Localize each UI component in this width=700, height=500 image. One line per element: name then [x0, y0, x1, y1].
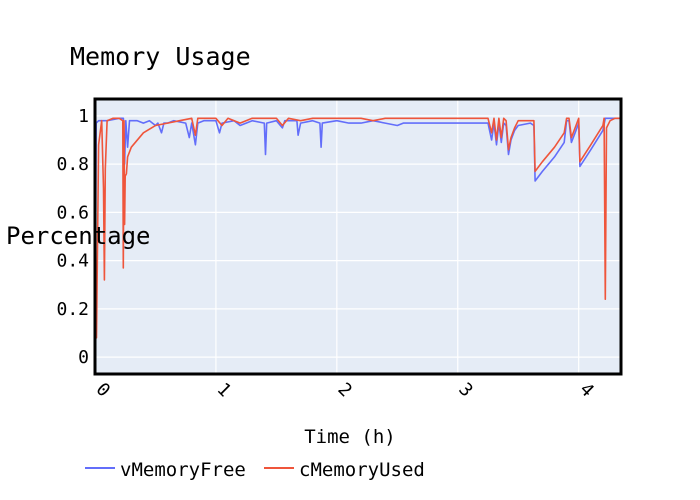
plot-border	[93, 97, 623, 376]
x-tick-label: 2	[333, 379, 356, 402]
y-tick-label: 0.2	[56, 299, 89, 320]
legend-item-v-memory-free[interactable]: vMemoryFree	[85, 459, 246, 481]
x-tick-label: 0	[92, 379, 115, 402]
y-tick-label: 1	[78, 106, 89, 127]
legend[interactable]: vMemoryFree cMemoryUsed	[85, 459, 425, 481]
chart-title: Memory Usage	[70, 42, 251, 71]
legend-label: cMemoryUsed	[299, 459, 425, 481]
x-axis-title: Time (h)	[304, 426, 396, 448]
plot-area	[95, 99, 621, 374]
x-axis-ticks: 0 1 2 3 4	[92, 379, 598, 402]
legend-label: vMemoryFree	[120, 459, 246, 481]
series-line-c-memory-used	[94, 117, 621, 358]
y-axis-title: Percentage	[6, 222, 151, 250]
y-tick-label: 0	[78, 347, 89, 368]
x-tick-label: 3	[454, 379, 477, 402]
series-lines	[94, 117, 621, 358]
x-tick-label: 1	[213, 379, 236, 402]
y-axis-ticks: 0 0.2 0.4 0.6 0.8 1	[56, 106, 89, 368]
y-tick-label: 0.6	[56, 202, 89, 223]
y-tick-label: 0.4	[56, 251, 89, 272]
x-tick-label: 4	[575, 379, 598, 402]
legend-item-c-memory-used[interactable]: cMemoryUsed	[264, 459, 425, 481]
y-tick-label: 0.8	[56, 154, 89, 175]
